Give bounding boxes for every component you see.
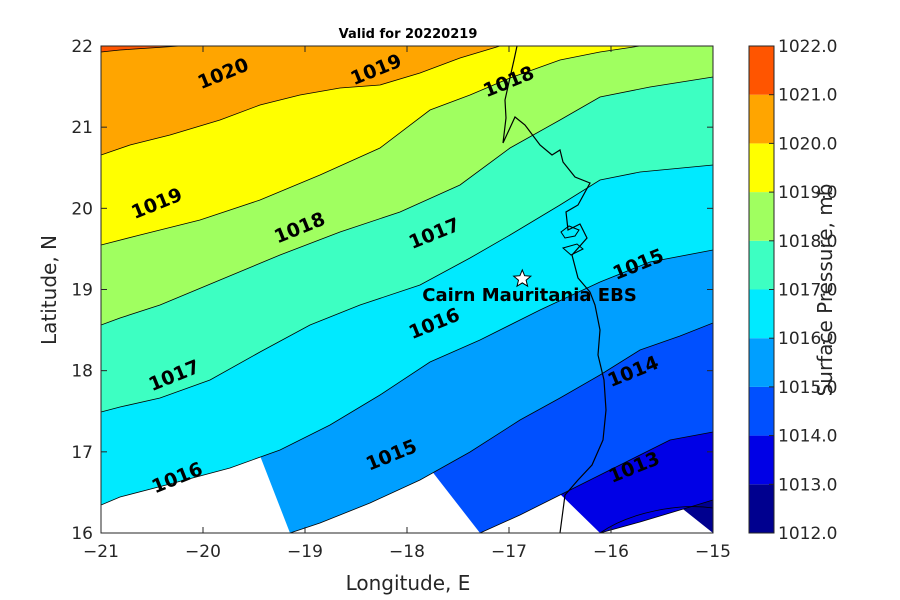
x-tick-label: −16 [593,542,629,562]
colorbar-ticks: 1012.0 1013.0 1014.0 1015.0 1016.0 1017.0 1018… [769,37,837,544]
colorbar-tick-label: 1015.0 [778,378,837,398]
colorbar [748,45,775,534]
y-tick-label: 21 [71,118,93,138]
y-tick-label: 19 [71,281,93,301]
y-axis-ticks: 16 17 18 19 20 21 22 [71,37,713,544]
coastline-path [502,46,607,533]
isoline-1016 [101,249,713,506]
y-tick-label: 20 [71,199,93,219]
pressure-band-1020 [101,46,713,155]
x-axis-label: Longitude, E [346,571,471,595]
chart-title: Valid for 20220219 [339,27,478,42]
island-outlines [560,225,584,256]
site-star-icon [512,268,533,288]
isoline-1015 [289,322,713,533]
colorbar-segment-1015 [749,338,774,387]
isoline-1019 [101,46,641,246]
colorbar-segment-1014 [749,386,774,436]
colorbar-tick-label: 1014.0 [778,427,837,447]
y-tick-label: 16 [71,524,93,544]
x-axis-ticks: −21 −20 −19 −18 −17 −16 −15 [83,46,731,562]
colorbar-segment-1013 [749,435,774,485]
colorbar-segment-1017 [749,240,774,290]
colorbar-segment-1012 [749,484,774,533]
colorbar-tick-label: 1018.0 [778,232,837,252]
colorbar-tick-label: 1012.0 [778,524,837,544]
colorbar-segment-1019 [749,143,774,193]
isoline-1020 [101,46,501,156]
x-tick-label: −19 [287,542,323,562]
colorbar-segment-1016 [749,289,774,339]
isoline-1012-inner [599,506,713,533]
colorbar-tick-label: 1022.0 [778,37,837,57]
colorbar-tick-label: 1017.0 [778,281,837,301]
colorbar-tick-label: 1021.0 [778,86,837,106]
y-tick-label: 22 [71,37,93,57]
y-tick-label: 17 [71,443,93,463]
coastline [502,46,607,533]
colorbar-segment-1021 [749,46,774,95]
x-tick-label: −18 [389,542,425,562]
plot-area [101,46,713,533]
colorbar-tick-label: 1020.0 [778,134,837,154]
isoline-1018 [101,76,713,326]
colorbar-segment-1018 [749,192,774,241]
isoline-1017 [101,164,713,413]
colorbar-label: Surface Pressure, mb [813,184,837,397]
colorbar-tick-label: 1016.0 [778,329,837,349]
colorbar-segment-1020 [749,94,774,144]
x-tick-label: −20 [185,542,221,562]
x-tick-label: −15 [695,542,731,562]
isoline-1014 [479,431,713,533]
site-marker-group: Cairn Mauritania EBS [422,268,637,306]
pressure-band-1021 [101,46,713,52]
x-tick-label: −17 [491,542,527,562]
isolines [101,46,713,533]
colorbar-tick-label: 1019.0 [778,183,837,203]
site-label: Cairn Mauritania EBS [422,285,637,306]
colorbar-tick-label: 1013.0 [778,475,837,495]
y-tick-label: 18 [71,362,93,382]
isoline-1013 [599,499,713,533]
x-tick-label: −21 [83,542,119,562]
y-axis-label: Latitude, N [37,235,61,345]
isoline-1021 [101,46,181,53]
